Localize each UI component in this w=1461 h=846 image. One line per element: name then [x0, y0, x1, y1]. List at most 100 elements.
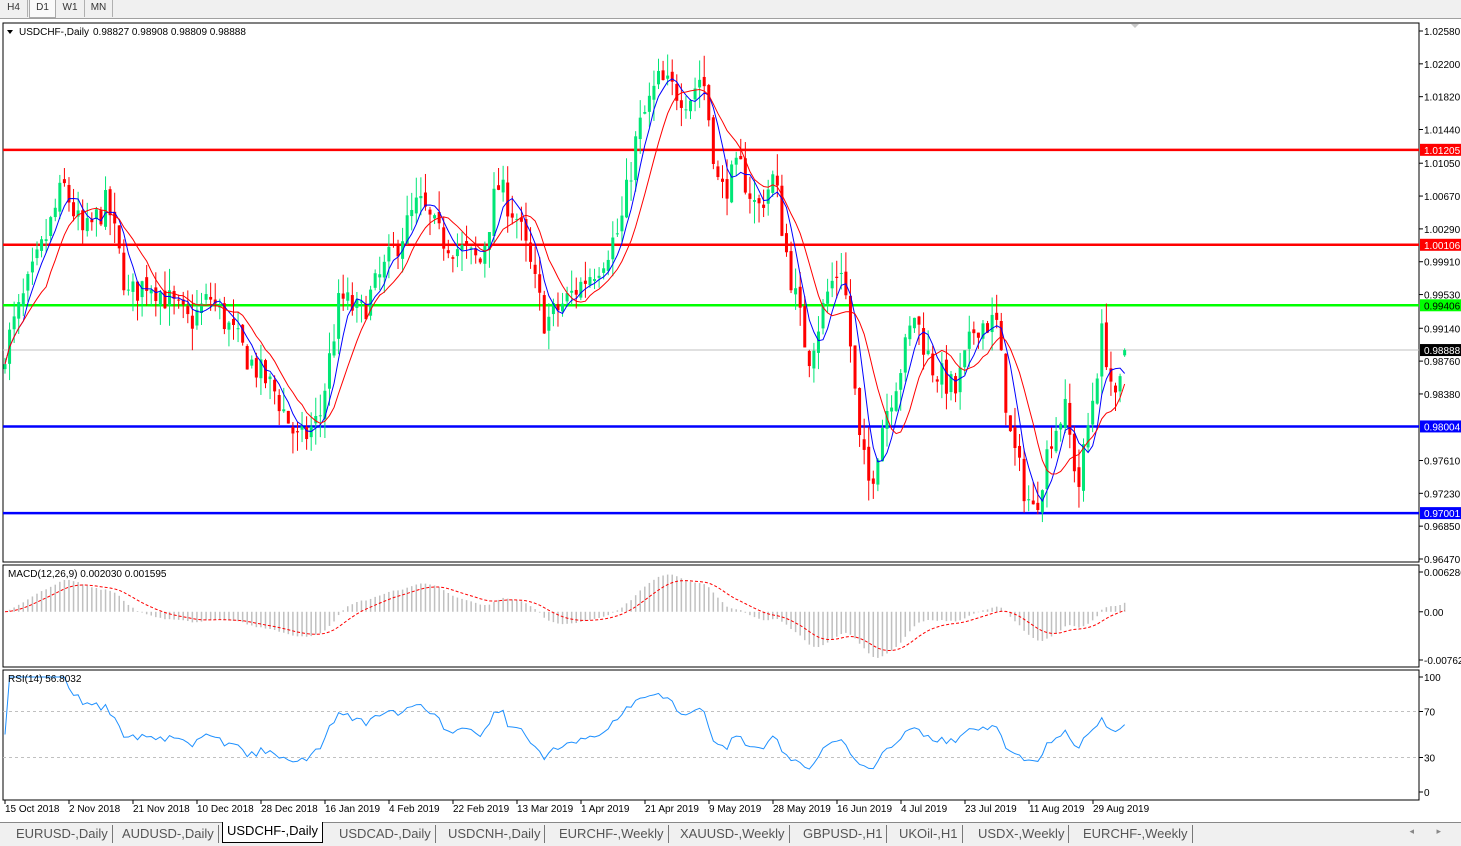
candle-body: [976, 332, 980, 338]
candle: [391, 231, 395, 248]
timeframe-d1[interactable]: D1: [29, 0, 56, 18]
timeframe-mn[interactable]: MN: [85, 0, 113, 17]
candle: [661, 60, 665, 81]
candle: [209, 282, 213, 311]
candle: [593, 268, 597, 290]
candle-body: [730, 164, 734, 203]
candle: [474, 236, 478, 264]
candle: [136, 281, 140, 321]
symbol-tab[interactable]: EURCHF-,Weekly: [555, 825, 669, 843]
candle-body: [497, 185, 501, 190]
candle-body: [958, 367, 962, 393]
chart-symbol-label: USDCHF-,Daily: [19, 27, 89, 38]
candle-body: [1027, 499, 1031, 501]
candle-body: [839, 272, 843, 275]
candle: [94, 206, 98, 237]
candle-body: [529, 242, 533, 262]
candle-body: [300, 426, 304, 430]
candle: [172, 285, 176, 315]
candle-body: [131, 281, 135, 292]
price-tick-label: 0.96850: [1424, 522, 1461, 533]
symbol-tab[interactable]: UKOil-,H1: [895, 825, 963, 843]
candle: [30, 247, 34, 285]
candle: [940, 352, 944, 399]
candle-body: [908, 325, 912, 340]
candle-body: [236, 328, 240, 330]
candle-body: [771, 174, 775, 193]
candle: [679, 83, 683, 127]
candle: [716, 160, 720, 181]
candle-body: [382, 261, 386, 278]
candle-body: [414, 197, 418, 214]
symbol-tab[interactable]: USDCNH-,Daily: [444, 825, 546, 843]
shift-marker-icon[interactable]: [1131, 24, 1139, 28]
candle: [446, 239, 450, 259]
candle-body: [949, 374, 953, 393]
candle: [49, 215, 53, 242]
candle-body: [684, 109, 688, 111]
candle: [853, 345, 857, 395]
candle-body: [163, 290, 167, 309]
symbol-tab[interactable]: EURUSD-,Daily: [12, 825, 113, 843]
candle-body: [423, 192, 427, 207]
candle: [871, 470, 875, 499]
candle: [588, 268, 592, 288]
timeframe-w1[interactable]: W1: [56, 0, 85, 17]
candle-body: [126, 289, 130, 291]
candle: [1068, 383, 1072, 449]
timeframe-h4[interactable]: H4: [0, 0, 28, 17]
triangle-down-icon[interactable]: [7, 30, 13, 34]
candle-body: [76, 210, 80, 217]
candle: [158, 289, 162, 325]
candle: [1054, 417, 1058, 454]
candle: [131, 273, 135, 312]
candle-body: [1077, 467, 1081, 487]
symbol-tab[interactable]: EURCHF-,Weekly: [1079, 825, 1193, 843]
candle: [465, 225, 469, 259]
symbol-tab[interactable]: USDX-,Weekly: [974, 825, 1070, 843]
candle-body: [94, 209, 98, 219]
candle-body: [209, 296, 213, 300]
candle-body: [606, 259, 610, 271]
macd-axis-label: -0.00762: [1424, 656, 1461, 667]
symbol-tab[interactable]: GBPUSD-,H1: [799, 825, 888, 843]
candle-body: [149, 289, 153, 294]
tab-scroll-arrows[interactable]: ◂ ▸: [1409, 826, 1451, 836]
candle: [26, 271, 30, 302]
symbol-tab[interactable]: AUDUSD-,Daily: [118, 825, 219, 843]
candle-body: [465, 241, 469, 246]
candle: [245, 344, 249, 370]
candle: [890, 395, 894, 426]
candle: [232, 299, 235, 340]
candle-body: [995, 312, 999, 320]
candle-body: [510, 213, 514, 218]
candle: [67, 177, 71, 212]
candle-body: [798, 286, 802, 308]
candle-body: [830, 280, 834, 289]
candle: [666, 54, 670, 86]
candle-body: [44, 239, 48, 242]
candle: [227, 320, 231, 347]
candle-body: [369, 289, 373, 316]
candle-body: [204, 294, 208, 300]
candle: [81, 199, 85, 246]
candle: [1036, 481, 1040, 515]
candle-body: [561, 303, 565, 312]
price-chart[interactable]: 1.02580 1.02200 1.01820 1.01440 1.01050 1.006…: [0, 0, 1461, 822]
candle-body: [963, 350, 967, 368]
candle-body: [593, 279, 597, 281]
candle: [711, 114, 715, 170]
candle-body: [419, 196, 423, 199]
candle: [1022, 448, 1026, 513]
candle-body: [85, 218, 89, 232]
symbol-tab[interactable]: USDCHF-,Daily: [222, 822, 323, 843]
candle: [1013, 407, 1017, 466]
symbol-tab[interactable]: USDCAD-,Daily: [335, 825, 436, 843]
candle: [282, 387, 286, 413]
candle-body: [355, 299, 359, 308]
symbol-tab[interactable]: XAUUSD-,Weekly: [676, 825, 790, 843]
candle-body: [926, 350, 930, 355]
candle: [986, 320, 990, 334]
candle-body: [12, 316, 16, 330]
candle: [707, 83, 711, 127]
